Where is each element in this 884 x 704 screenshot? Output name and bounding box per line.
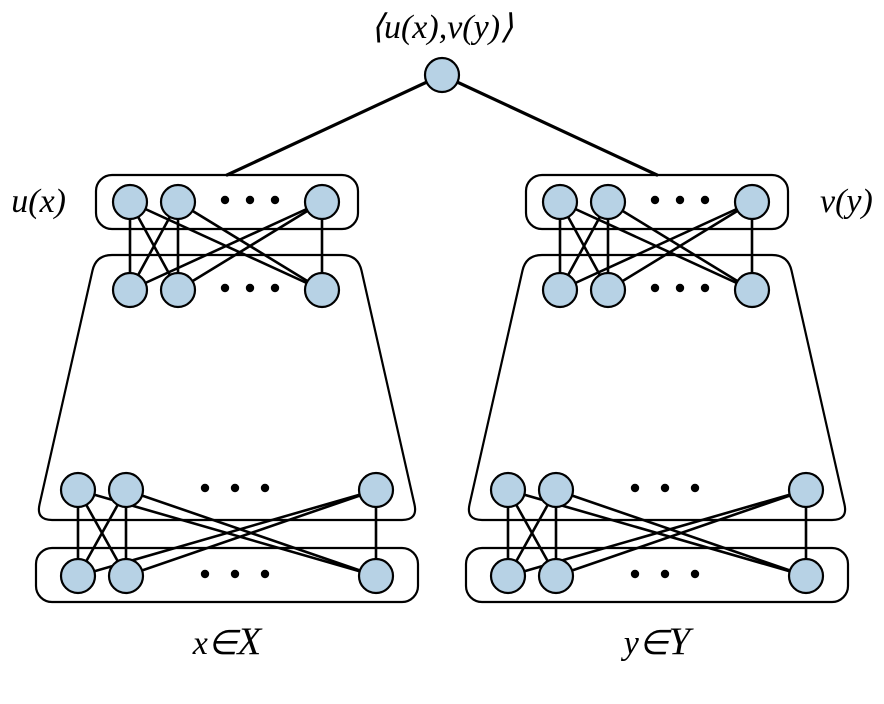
left-embed-label: u(x) (11, 183, 66, 220)
right-embed-label: v(y) (820, 183, 873, 220)
right-input-label: y∈Y (621, 620, 695, 663)
output-label: ⟨u(x),v(y)⟩ (371, 9, 514, 46)
left-input-label: x∈X (192, 620, 264, 663)
two-tower-diagram: ⟨u(x),v(y)⟩ u(x) v(y) x∈X y∈Y (0, 0, 884, 704)
